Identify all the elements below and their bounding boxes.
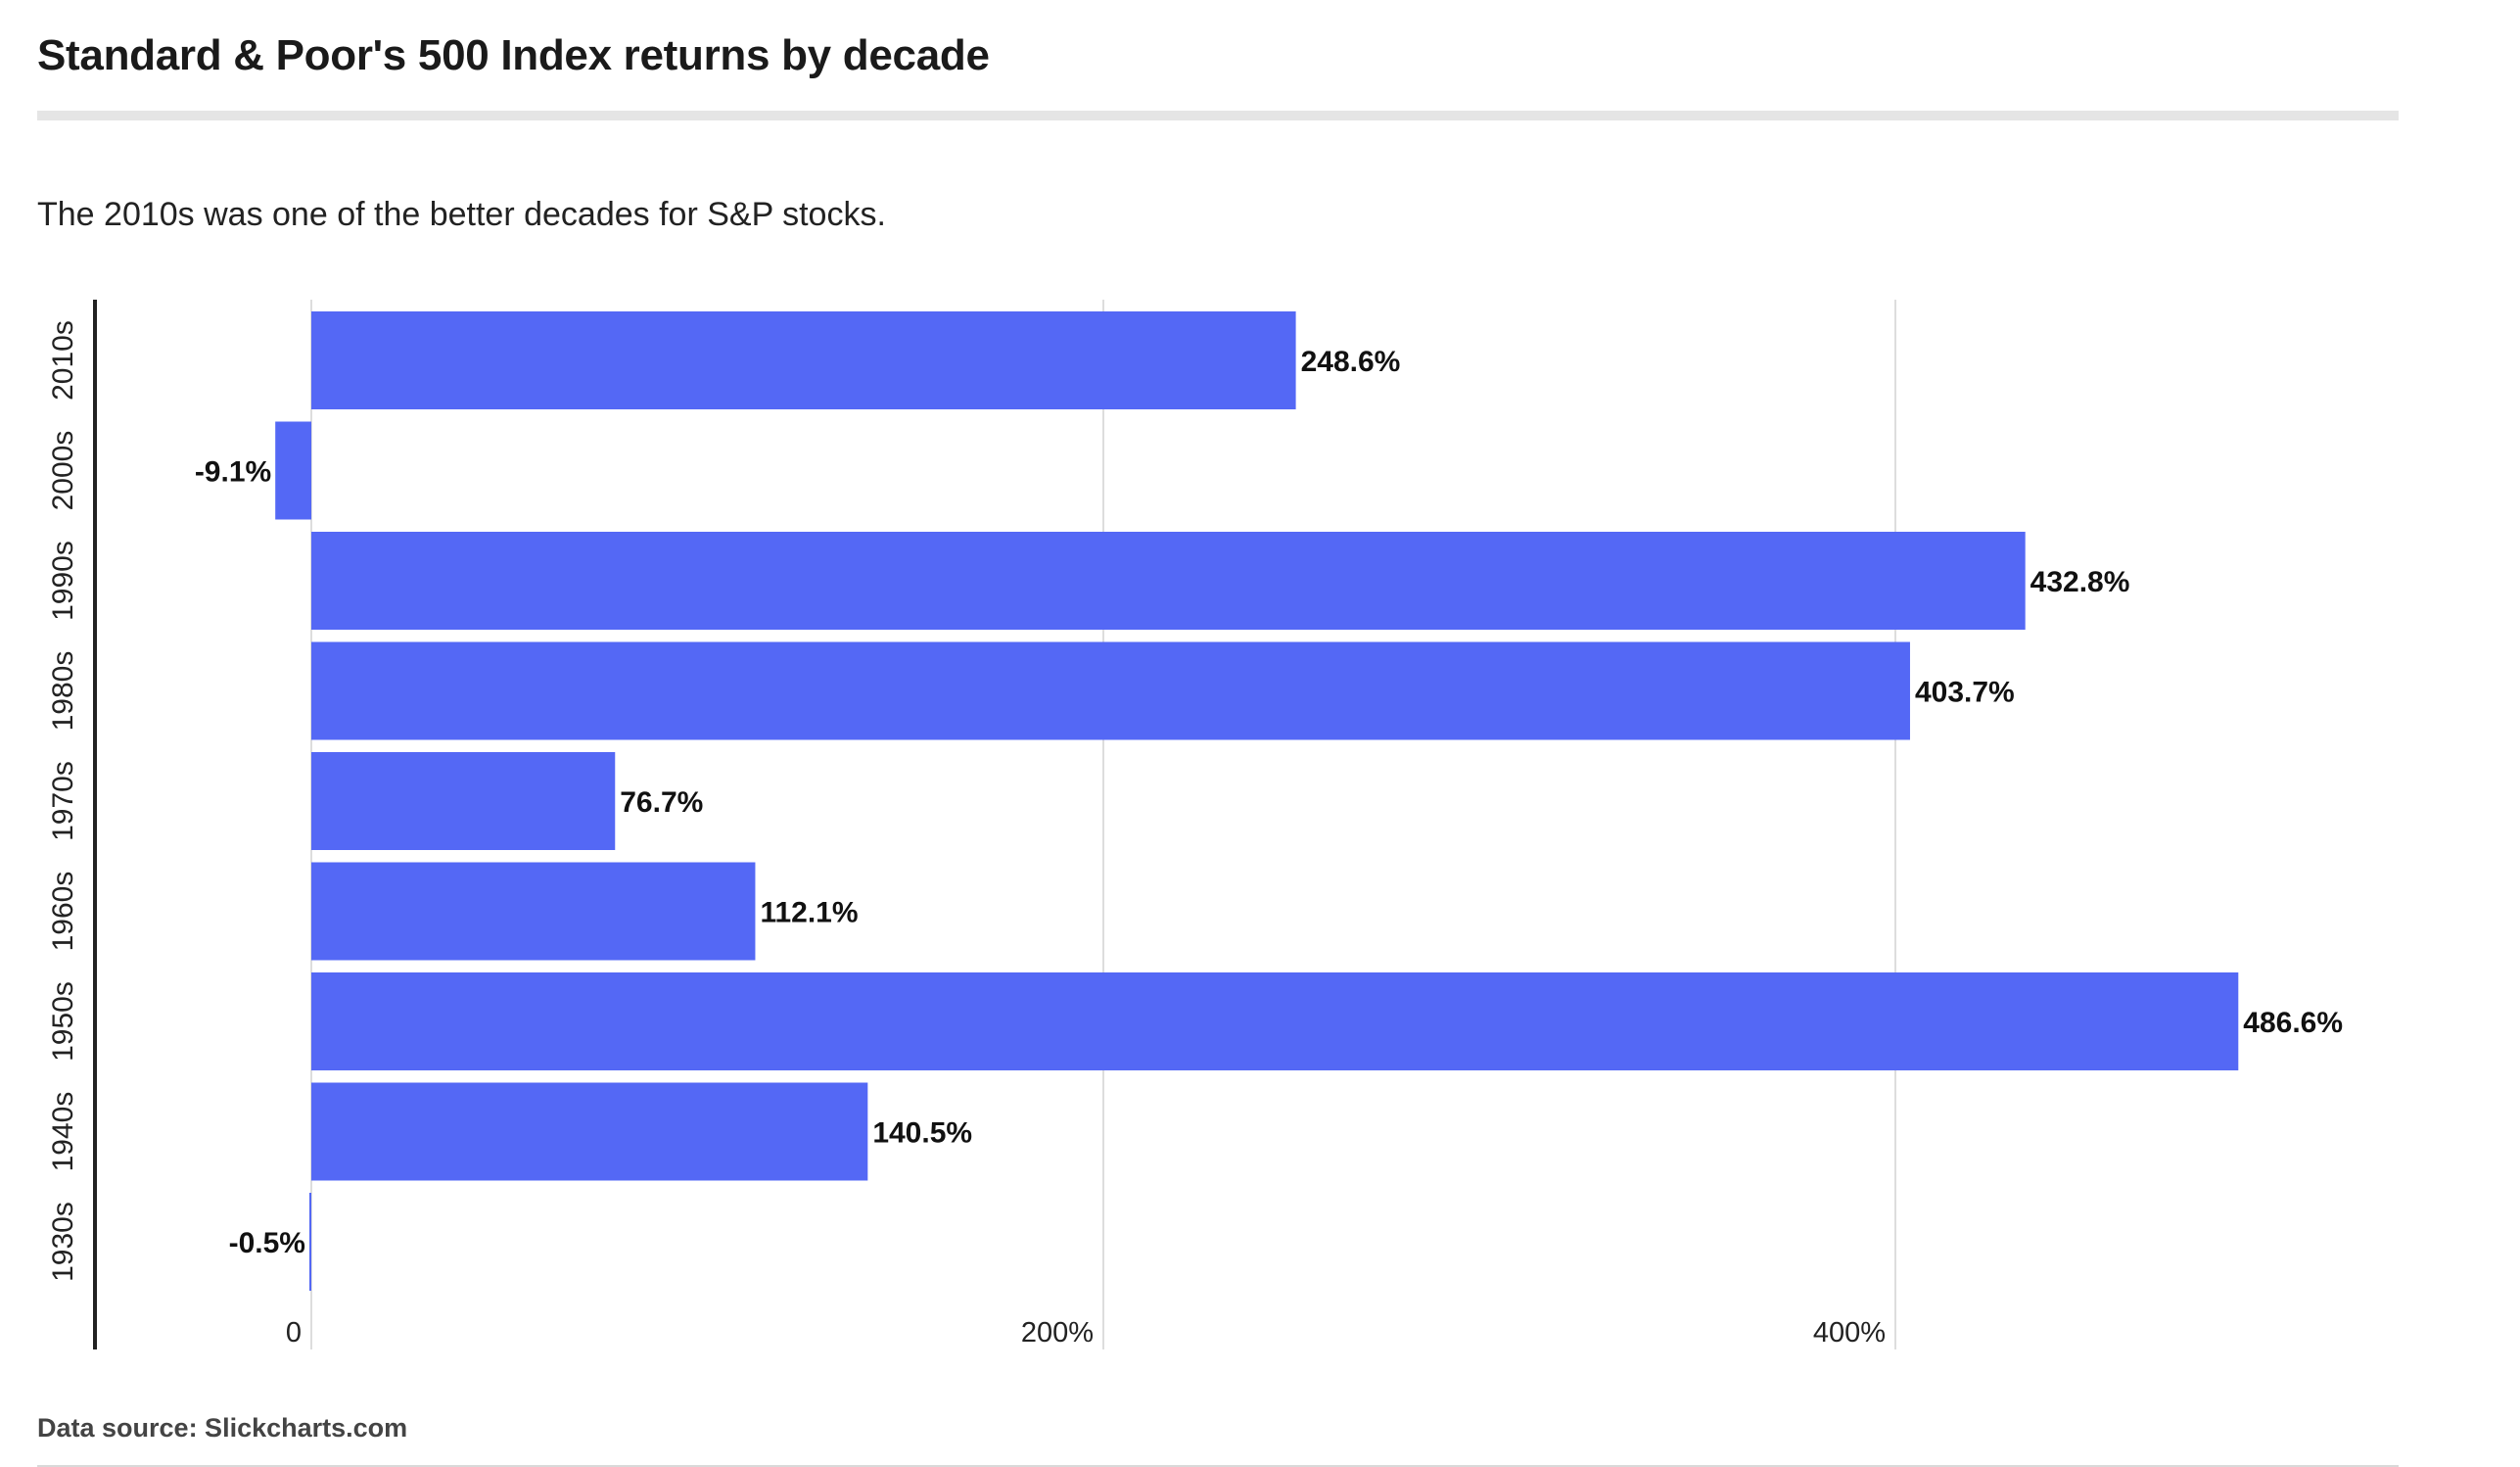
category-label: 1940s bbox=[47, 1092, 79, 1172]
category-label: 1960s bbox=[47, 872, 79, 952]
bar-1960s bbox=[311, 862, 756, 961]
value-axis-ticks: 0 200% 400% bbox=[286, 1317, 1886, 1349]
bar-1930s bbox=[308, 1193, 311, 1291]
category-label: 1930s bbox=[47, 1202, 79, 1282]
bar-1950s bbox=[311, 972, 2239, 1070]
bar-value-label: 486.6% bbox=[2243, 1007, 2343, 1039]
bar-value-label: 112.1% bbox=[760, 897, 858, 929]
bar-value-label: 403.7% bbox=[1915, 677, 2015, 709]
bar-value-label: 76.7% bbox=[620, 786, 703, 819]
data-source-note: Data source: Slickcharts.com bbox=[37, 1413, 408, 1443]
chart-title: Standard & Poor's 500 Index returns by d… bbox=[37, 31, 990, 79]
bar-1980s bbox=[311, 641, 1910, 740]
category-axis-labels: 2010s 2000s 1990s 1980s 1970s 1960s 1950s 1940s… bbox=[47, 320, 79, 1282]
bar-2000s bbox=[275, 421, 311, 520]
category-label: 2010s bbox=[47, 320, 79, 401]
footer-divider bbox=[37, 1465, 2399, 1467]
category-label: 1980s bbox=[47, 651, 79, 732]
x-tick-label: 0 bbox=[286, 1317, 302, 1349]
category-label: 1970s bbox=[47, 761, 79, 841]
bar-value-label: 432.8% bbox=[2030, 566, 2130, 598]
bars bbox=[275, 311, 2239, 1291]
chart-subtitle: The 2010s was one of the better decades … bbox=[37, 196, 886, 233]
category-label: 1990s bbox=[47, 541, 79, 621]
value-labels: 248.6% -9.1% 432.8% 403.7% 76.7% 112.1% 486.6%… bbox=[195, 346, 2343, 1259]
bar-1940s bbox=[311, 1082, 868, 1181]
bar-value-label: 140.5% bbox=[872, 1117, 972, 1150]
bar-value-label: -0.5% bbox=[229, 1227, 305, 1259]
x-tick-label: 200% bbox=[1021, 1317, 1094, 1349]
bar-value-label: -9.1% bbox=[195, 456, 271, 489]
bar-1990s bbox=[311, 532, 2026, 630]
category-label: 2000s bbox=[47, 431, 79, 511]
bar-1970s bbox=[311, 752, 616, 850]
category-label: 1950s bbox=[47, 981, 79, 1062]
title-divider bbox=[37, 111, 2399, 120]
bar-2010s bbox=[311, 311, 1296, 409]
x-tick-label: 400% bbox=[1813, 1317, 1886, 1349]
bar-value-label: 248.6% bbox=[1301, 346, 1401, 378]
